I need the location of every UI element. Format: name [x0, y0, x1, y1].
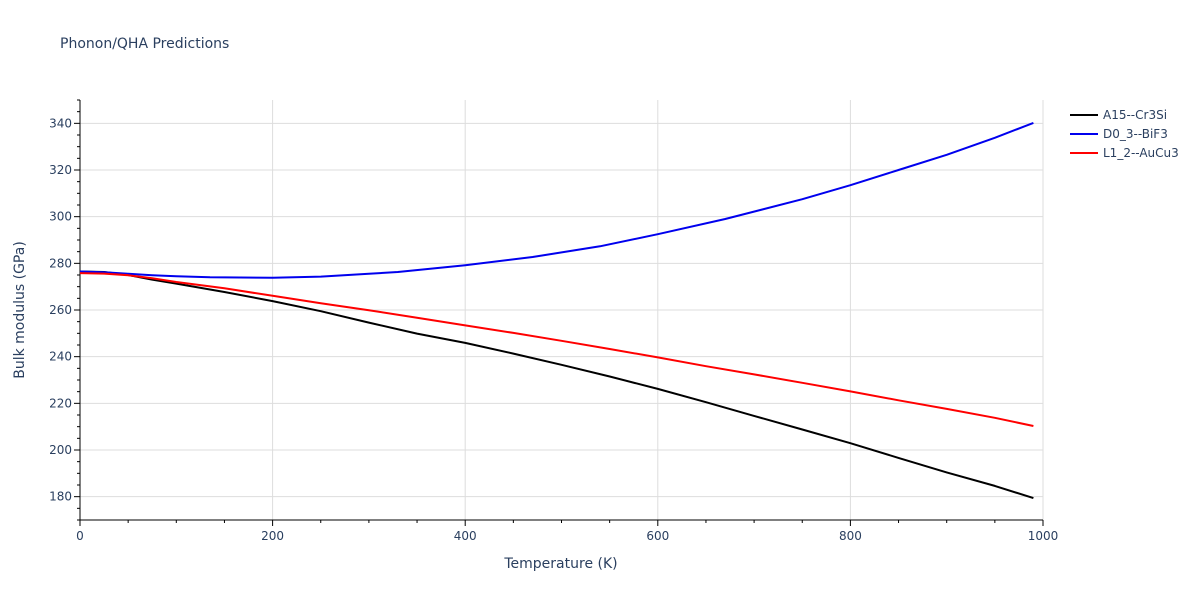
- chart-title: Phonon/QHA Predictions: [60, 36, 230, 52]
- y-axis-label: Bulk modulus (GPa): [12, 241, 28, 379]
- y-tick-label: 280: [49, 256, 72, 270]
- legend[interactable]: A15--Cr3Si D0_3--BiF3 L1_2--AuCu3: [1070, 108, 1179, 160]
- x-tick-label: 400: [454, 529, 477, 543]
- y-tick-label: 220: [49, 396, 72, 410]
- legend-item[interactable]: D0_3--BiF3: [1070, 127, 1168, 141]
- x-axis-label: Temperature (K): [503, 556, 617, 572]
- series-line-2: [79, 121, 1034, 279]
- legend-item[interactable]: L1_2--AuCu3: [1070, 146, 1179, 160]
- x-tick-label: 0: [76, 529, 84, 543]
- series-lines: [79, 121, 1034, 500]
- axes: 0 200 400 600 800 1000 180 200 220 240 260 280 300 32…: [49, 99, 1059, 543]
- grid-lines: [80, 100, 1044, 520]
- legend-label: A15--Cr3Si: [1103, 108, 1167, 122]
- y-tick-label: 340: [49, 116, 72, 130]
- x-tick-label: 1000: [1028, 529, 1059, 543]
- y-tick-label: 320: [49, 163, 72, 177]
- legend-label: D0_3--BiF3: [1103, 127, 1168, 141]
- y-tick-label: 300: [49, 210, 72, 224]
- y-tick-label: 240: [49, 350, 72, 364]
- legend-item[interactable]: A15--Cr3Si: [1070, 108, 1167, 122]
- x-tick-label: 600: [646, 529, 669, 543]
- y-tick-label: 260: [49, 303, 72, 317]
- y-tick-label: 180: [49, 490, 72, 504]
- x-tick-label: 800: [839, 529, 862, 543]
- y-tick-label: 200: [49, 443, 72, 457]
- x-tick-label: 200: [261, 529, 284, 543]
- legend-label: L1_2--AuCu3: [1103, 146, 1179, 160]
- series-line-1: [79, 270, 1034, 500]
- series-line-3: [79, 272, 1034, 427]
